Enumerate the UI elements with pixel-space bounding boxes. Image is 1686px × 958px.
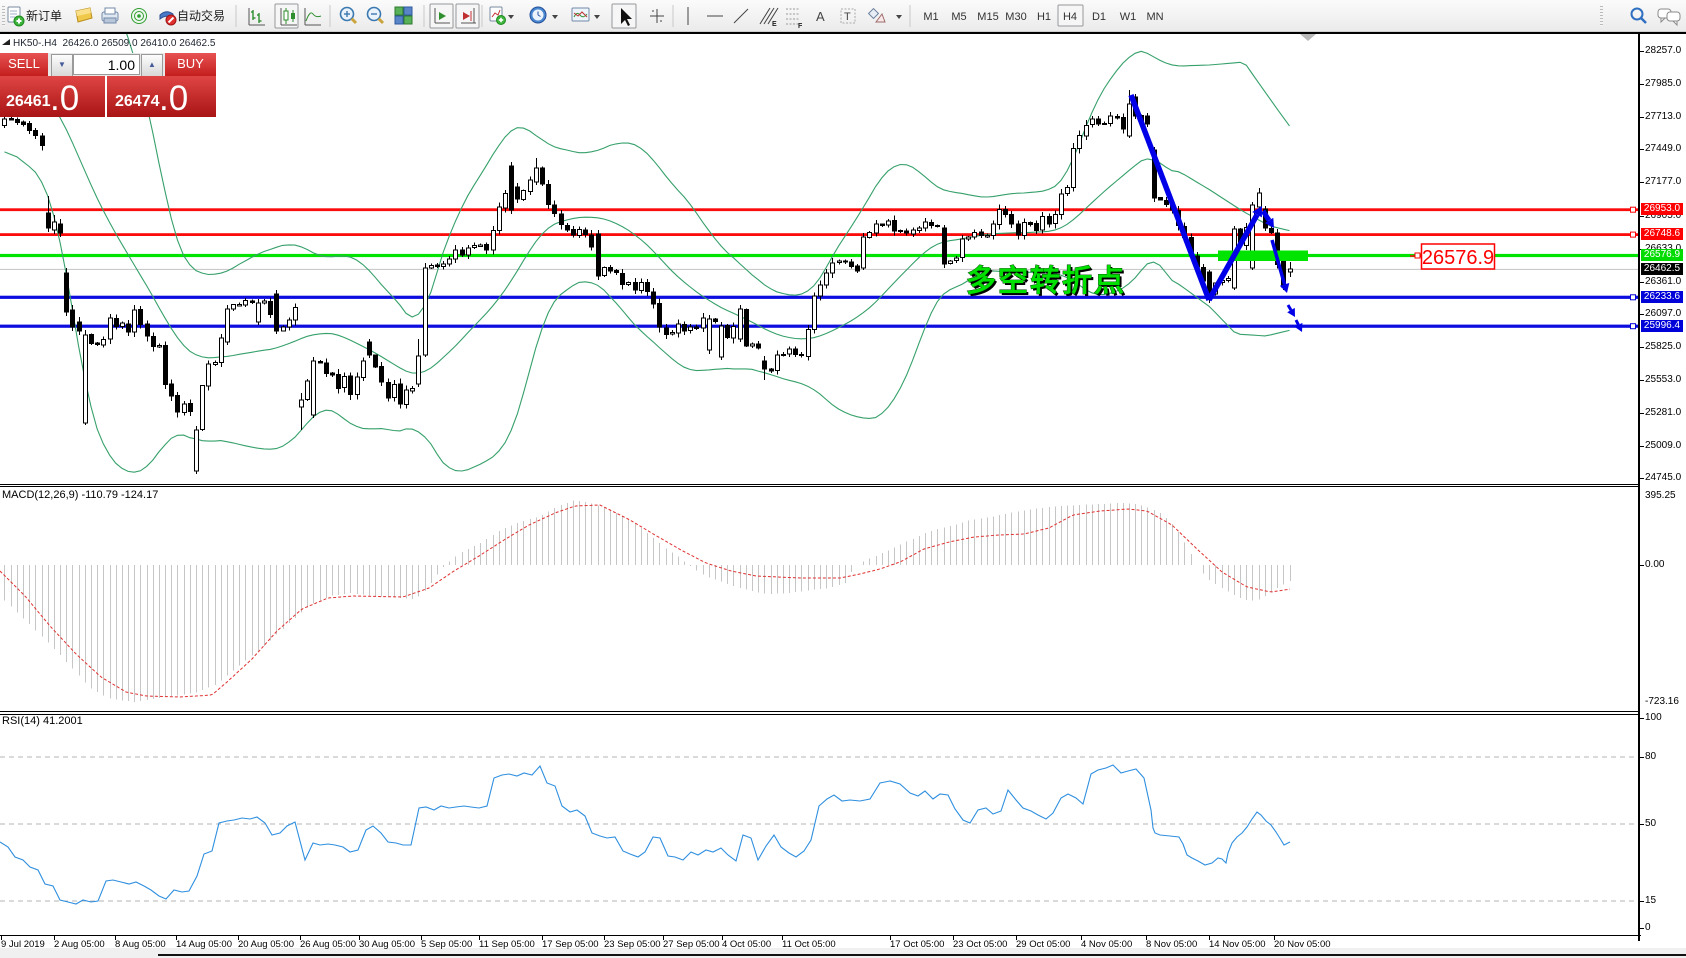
svg-text:A: A bbox=[816, 9, 825, 24]
svg-text:M5: M5 bbox=[951, 11, 966, 23]
svg-text:E: E bbox=[772, 21, 777, 28]
svg-text:D1: D1 bbox=[1092, 11, 1106, 23]
svg-text:HK50-.H4 26426.0 26509.0 2641: HK50-.H4 26426.0 26509.0 26410.0 26462.5 bbox=[13, 38, 216, 49]
svg-text:M30: M30 bbox=[1005, 11, 1026, 23]
svg-text:MN: MN bbox=[1146, 11, 1163, 23]
svg-text:自动交易: 自动交易 bbox=[177, 8, 225, 23]
svg-text:H1: H1 bbox=[1037, 11, 1051, 23]
svg-text:26576.9: 26576.9 bbox=[1422, 247, 1494, 269]
svg-text:H4: H4 bbox=[1063, 11, 1077, 23]
svg-text:T: T bbox=[844, 11, 851, 23]
svg-text:多空转折点: 多空转折点 bbox=[966, 265, 1126, 298]
svg-text:W1: W1 bbox=[1120, 11, 1137, 23]
svg-text:M15: M15 bbox=[977, 11, 998, 23]
svg-text:M1: M1 bbox=[923, 11, 938, 23]
svg-text:多空转折点: 多空转折点 bbox=[968, 267, 1128, 300]
svg-text:F: F bbox=[798, 23, 803, 30]
svg-text:RSI(14) 41.2001: RSI(14) 41.2001 bbox=[2, 715, 83, 727]
svg-text:MACD(12,26,9) -110.79 -124.17: MACD(12,26,9) -110.79 -124.17 bbox=[2, 489, 158, 501]
svg-text:新订单: 新订单 bbox=[26, 8, 62, 23]
